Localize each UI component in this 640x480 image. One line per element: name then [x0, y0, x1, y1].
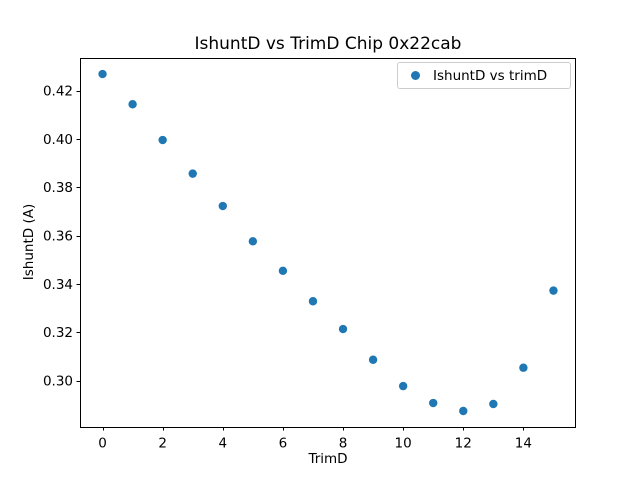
scatter-point	[549, 286, 558, 295]
scatter-point	[248, 237, 258, 246]
scatter-point	[308, 297, 318, 306]
y-tick-label: 0.42	[43, 83, 73, 99]
legend-marker-icon	[411, 71, 420, 80]
y-axis-label: IshuntD (A)	[21, 203, 37, 281]
scatter-point	[188, 169, 197, 178]
x-tick-label: 2	[158, 436, 167, 452]
scatter-point	[429, 398, 438, 408]
y-tick-label: 0.32	[43, 325, 73, 341]
y-tick-label: 0.36	[43, 228, 73, 244]
legend-label: IshuntD vs trimD	[433, 67, 548, 84]
x-tick-label: 14	[515, 436, 532, 452]
scatter-point	[278, 266, 288, 276]
y-tick-label: 0.38	[43, 180, 73, 196]
x-tick-label: 12	[455, 436, 472, 452]
scatter-point	[368, 355, 378, 364]
y-tick-label: 0.34	[43, 277, 73, 293]
scatter-point	[398, 381, 408, 391]
scatter-point	[158, 135, 167, 145]
scatter-point	[128, 100, 137, 109]
x-tick-label: 0	[98, 436, 107, 452]
scatter-point	[218, 201, 227, 211]
scatter-point	[98, 69, 107, 79]
chart-title: IshuntD vs TrimD Chip 0x22cab	[194, 34, 462, 54]
legend: IshuntD vs trimD	[397, 62, 571, 89]
scatter-point	[459, 406, 468, 416]
x-tick-label: 10	[395, 436, 412, 452]
x-axis-label: TrimD	[308, 451, 348, 467]
scatter-point	[489, 399, 498, 409]
y-tick-label: 0.30	[43, 373, 73, 389]
axes-frame	[80, 58, 576, 428]
x-tick-label: 4	[218, 436, 227, 452]
y-tick-label: 0.40	[43, 132, 73, 148]
scatter-point	[338, 324, 348, 334]
x-tick-label: 6	[279, 436, 288, 452]
x-tick-label: 8	[339, 436, 348, 452]
scatter-point	[519, 363, 528, 372]
